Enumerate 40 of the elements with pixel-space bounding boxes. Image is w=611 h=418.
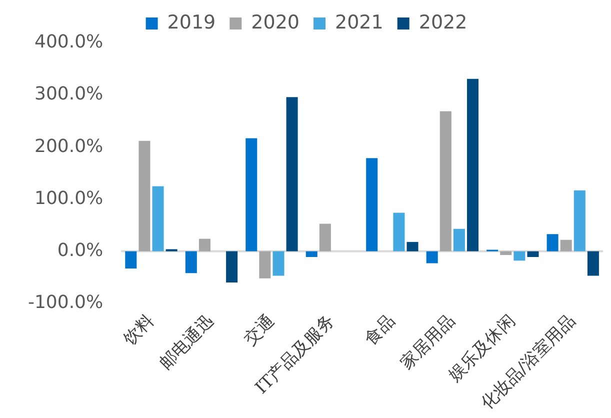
bar: [574, 190, 586, 252]
bar: [406, 242, 418, 252]
x-tick-label: 食品: [360, 311, 399, 350]
bar: [440, 111, 452, 252]
bar: [393, 212, 405, 252]
bar: [587, 251, 599, 276]
bar: [286, 97, 298, 252]
legend-label: 2022: [418, 11, 468, 34]
bar: [226, 251, 238, 283]
y-tick-label: 100.0%: [34, 188, 104, 209]
x-tick-label: 交通: [240, 311, 278, 350]
bar: [366, 158, 378, 252]
bar: [259, 251, 271, 278]
bar: [246, 138, 258, 252]
x-tick-label: 邮电通迅: [156, 311, 218, 374]
y-tick-label: 300.0%: [34, 84, 104, 105]
y-tick-label: 400.0%: [34, 32, 104, 53]
x-tick-label: 饮料: [119, 311, 158, 350]
legend-label: 2021: [335, 11, 384, 34]
bar: [527, 251, 539, 258]
bar: [185, 251, 197, 274]
bar: [426, 251, 438, 264]
bar: [466, 78, 479, 252]
bar: [125, 251, 137, 268]
bar: [546, 234, 558, 252]
bar: [560, 240, 572, 252]
bar: [514, 251, 526, 261]
y-tick-label: 0.0%: [57, 240, 104, 261]
y-tick-label: 200.0%: [34, 136, 104, 157]
bar: [306, 251, 318, 258]
bar: [138, 140, 150, 252]
bar: [453, 228, 465, 252]
bar: [152, 186, 164, 252]
bar: [198, 238, 210, 252]
y-tick-label: -100.0%: [28, 292, 104, 314]
bar: [272, 251, 284, 276]
bar: [319, 224, 331, 252]
legend-label: 2019: [167, 11, 216, 34]
bar: [500, 251, 512, 255]
legend-label: 2020: [251, 11, 300, 34]
